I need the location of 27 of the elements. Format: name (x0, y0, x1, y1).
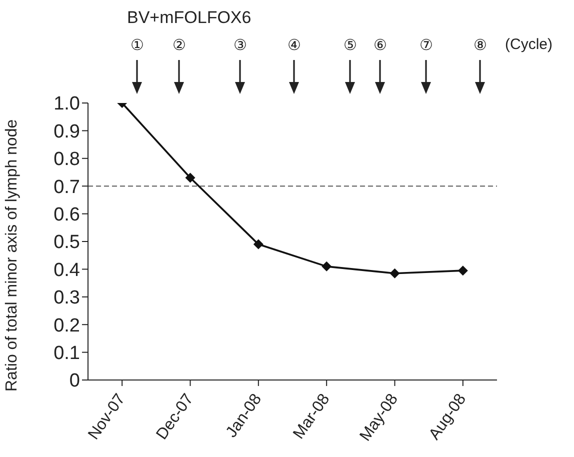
y-tick-label: 0.9 (54, 121, 80, 142)
y-axis-title: Ratio of total minor axis of lymph node (4, 119, 21, 392)
y-tick-label: 0.4 (54, 260, 80, 281)
text: ③ (232, 36, 248, 54)
text: ④ (286, 36, 302, 54)
point (458, 266, 468, 276)
text: (Cycle) (505, 36, 552, 53)
y-tick-label: 0.5 (54, 232, 80, 254)
y-tick-label: 0 (69, 370, 80, 392)
y-tick-label: 1.0 (54, 94, 80, 115)
point (185, 172, 196, 183)
y-tick-label: 0.2 (54, 315, 80, 336)
text: ⑧ (472, 36, 488, 54)
y-tick-label: 0.7 (54, 176, 80, 198)
text: ⑦ (418, 36, 434, 54)
point (390, 268, 400, 278)
y-tick-label: 0.8 (54, 149, 80, 170)
point (322, 261, 332, 272)
text: ② (172, 36, 186, 54)
text: ⑥ (372, 36, 388, 54)
y-tick-label: 0.6 (54, 204, 80, 226)
y-tick-label: 0.1 (54, 343, 80, 364)
text: ① (130, 36, 144, 54)
text: BV+mFOLFOX6 (127, 8, 252, 28)
point (253, 239, 264, 250)
text: ⑤ (342, 36, 358, 54)
y-tick-label: 0.3 (54, 288, 80, 309)
